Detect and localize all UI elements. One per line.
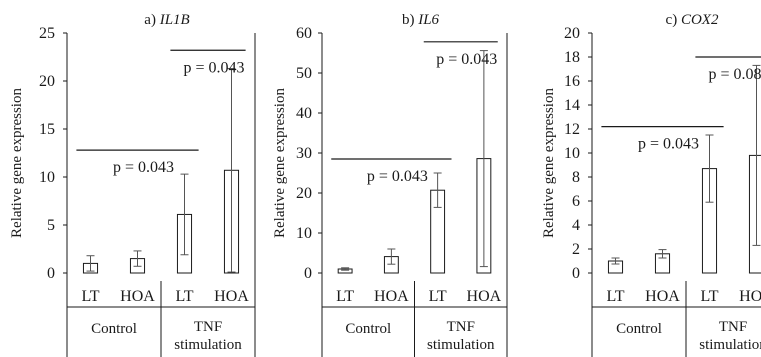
p-value-label: p = 0.080 bbox=[708, 66, 761, 83]
group-label: stimulation bbox=[427, 337, 495, 353]
p-value-label: p = 0.043 bbox=[183, 59, 244, 76]
category-label: HOA bbox=[739, 288, 761, 305]
p-value-label: p = 0.043 bbox=[113, 159, 174, 176]
chart-title: c) COX2 bbox=[666, 12, 719, 28]
y-tick-label: 60 bbox=[296, 25, 312, 42]
y-tick-label: 0 bbox=[572, 265, 580, 282]
category-label: LT bbox=[429, 288, 447, 305]
chart-title: a) IL1B bbox=[144, 12, 189, 28]
y-tick-label: 30 bbox=[296, 145, 312, 162]
p-value-label: p = 0.043 bbox=[436, 51, 497, 68]
p-value-label: p = 0.043 bbox=[638, 136, 699, 153]
y-tick-label: 5 bbox=[47, 217, 55, 234]
group-label: stimulation bbox=[699, 337, 761, 353]
category-label: LT bbox=[336, 288, 354, 305]
y-tick-label: 4 bbox=[572, 217, 580, 234]
chart-title-gene: IL6 bbox=[417, 12, 439, 28]
y-tick-label: 0 bbox=[304, 265, 312, 282]
chart-title-prefix: b) bbox=[402, 12, 418, 28]
chart-title-gene: IL1B bbox=[159, 12, 190, 28]
category-label: HOA bbox=[467, 288, 502, 305]
chart-title-gene: COX2 bbox=[681, 12, 719, 28]
category-label: HOA bbox=[120, 288, 155, 305]
category-label: HOA bbox=[374, 288, 409, 305]
y-tick-label: 20 bbox=[564, 25, 580, 42]
y-tick-label: 10 bbox=[564, 145, 580, 162]
y-tick-label: 20 bbox=[39, 73, 55, 90]
y-tick-label: 10 bbox=[39, 169, 55, 186]
y-tick-label: 40 bbox=[296, 105, 312, 122]
group-label: TNF bbox=[194, 319, 222, 335]
y-tick-label: 0 bbox=[47, 265, 55, 282]
group-label: TNF bbox=[719, 319, 747, 335]
category-label: LT bbox=[175, 288, 193, 305]
y-tick-label: 50 bbox=[296, 65, 312, 82]
y-tick-label: 15 bbox=[39, 121, 55, 138]
category-label: LT bbox=[700, 288, 718, 305]
category-label: LT bbox=[606, 288, 624, 305]
y-tick-label: 14 bbox=[564, 97, 580, 114]
chart-title-prefix: a) bbox=[144, 12, 159, 28]
y-tick-label: 18 bbox=[564, 49, 580, 66]
y-tick-label: 12 bbox=[564, 121, 580, 138]
chart-title: b) IL6 bbox=[402, 12, 440, 28]
y-tick-label: 25 bbox=[39, 25, 55, 42]
y-tick-label: 20 bbox=[296, 185, 312, 202]
chart-panel-1: 0 5 10 15 20 25 Relative gene expression a) IL1… bbox=[9, 12, 256, 357]
category-label: LT bbox=[81, 288, 99, 305]
category-label: HOA bbox=[645, 288, 680, 305]
group-label: stimulation bbox=[174, 337, 242, 353]
category-label: HOA bbox=[214, 288, 249, 305]
group-label: Control bbox=[345, 321, 391, 337]
y-tick-label: 10 bbox=[296, 225, 312, 242]
y-axis-label: Relative gene expression bbox=[9, 88, 25, 238]
y-axis-label: Relative gene expression bbox=[272, 88, 288, 238]
group-label: Control bbox=[616, 321, 662, 337]
chart-panel-2: 0 10 20 30 40 50 60 Relative gene expression b) … bbox=[272, 12, 508, 357]
chart-title-prefix: c) bbox=[666, 12, 681, 28]
y-tick-label: 16 bbox=[564, 73, 580, 90]
y-tick-label: 2 bbox=[572, 241, 580, 258]
group-label: Control bbox=[91, 321, 137, 337]
group-label: TNF bbox=[447, 319, 475, 335]
p-value-label: p = 0.043 bbox=[367, 168, 428, 185]
y-tick-label: 8 bbox=[572, 169, 580, 186]
y-axis-label: Relative gene expression bbox=[541, 88, 557, 238]
y-tick-label: 6 bbox=[572, 193, 580, 210]
bar bbox=[748, 154, 761, 274]
chart-panel-3: 0 2 4 6 8 10 12 14 16 18 20 Relative gene expressio… bbox=[541, 12, 761, 357]
